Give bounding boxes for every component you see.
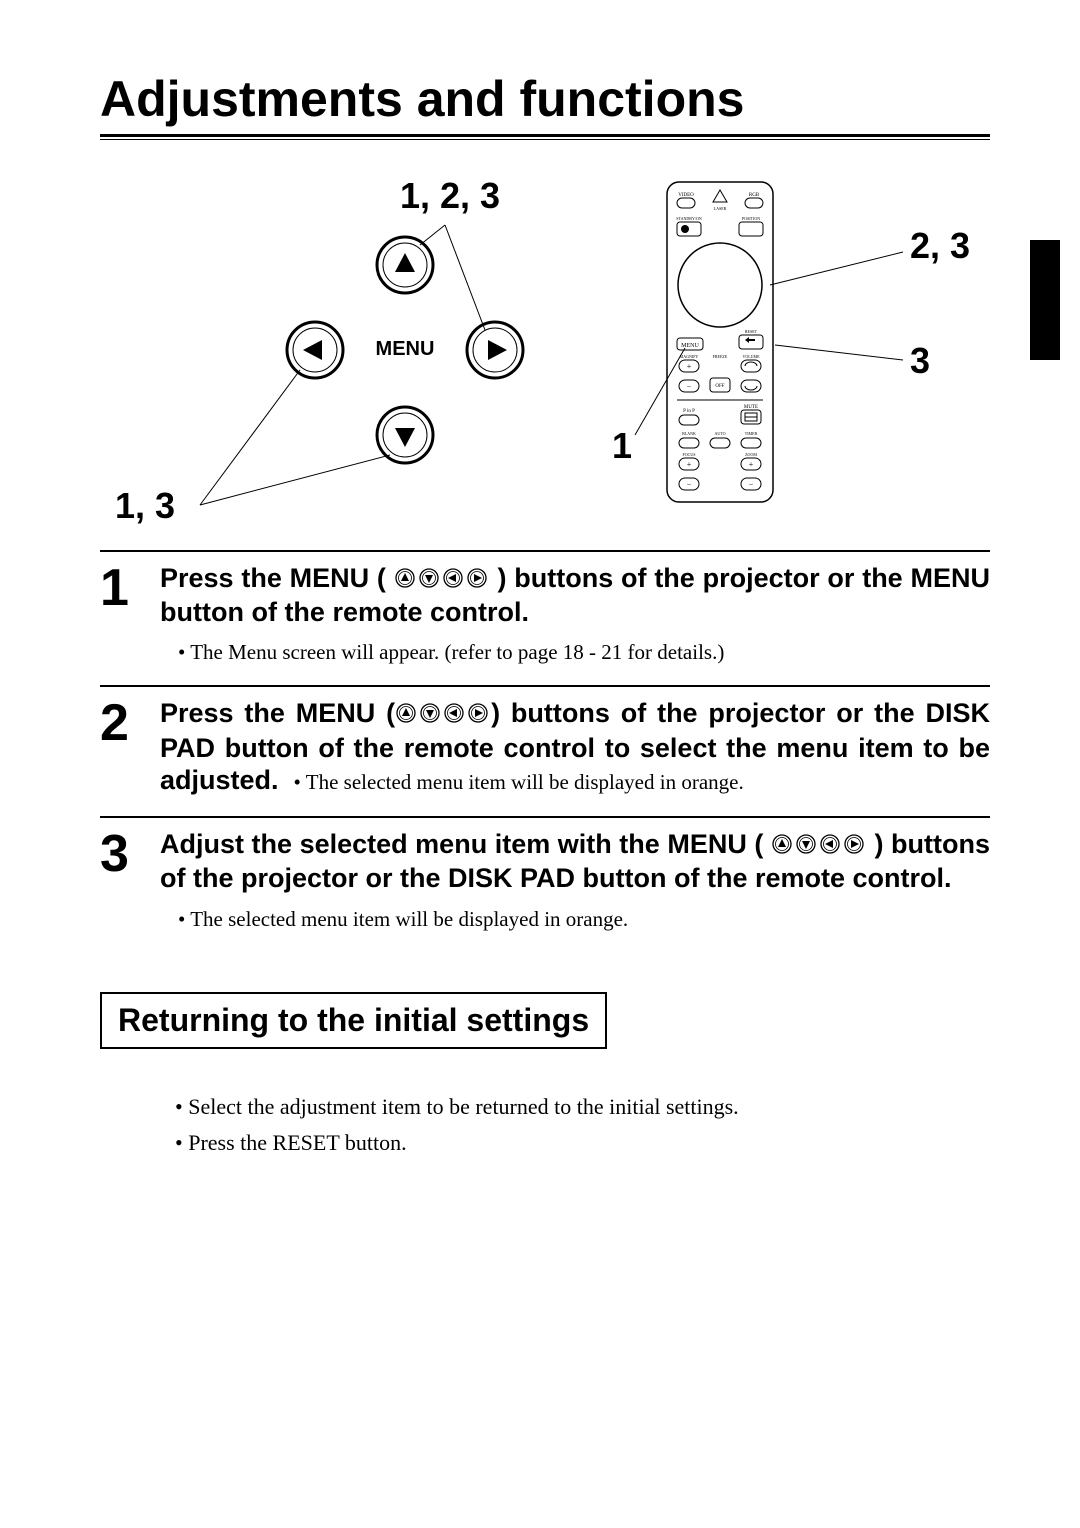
step-head-a: Adjust the selected menu item with the M… bbox=[160, 829, 763, 859]
diagram-label-top: 1, 2, 3 bbox=[400, 175, 500, 217]
leader-lines-left bbox=[100, 170, 600, 530]
step-number: 1 bbox=[100, 558, 160, 614]
returning-title: Returning to the initial settings bbox=[100, 992, 607, 1049]
step-sub: • The selected menu item will be display… bbox=[178, 907, 990, 932]
diagram-label-remote-1: 1 bbox=[612, 425, 632, 467]
returning-list: • Select the adjustment item to be retur… bbox=[175, 1094, 990, 1156]
step-sub: • The Menu screen will appear. (refer to… bbox=[178, 640, 990, 665]
step-3: 3 Adjust the selected menu item with the… bbox=[100, 816, 990, 931]
returning-item: • Press the RESET button. bbox=[175, 1130, 990, 1156]
diagram-label-right-top: 2, 3 bbox=[910, 225, 970, 267]
step-sub-inline: • The selected menu item will be display… bbox=[294, 770, 744, 794]
leader-lines-right bbox=[580, 170, 960, 530]
page-title: Adjustments and functions bbox=[100, 70, 990, 128]
step-heading: Adjust the selected menu item with the M… bbox=[160, 828, 990, 894]
step-heading: Press the MENU ( ) buttons of the projec… bbox=[160, 562, 990, 628]
step-number: 3 bbox=[100, 824, 160, 880]
direction-icons bbox=[394, 564, 490, 596]
returning-section: Returning to the initial settings • Sele… bbox=[100, 992, 990, 1156]
direction-icons bbox=[771, 830, 867, 862]
direction-icons bbox=[395, 699, 491, 731]
step-number: 2 bbox=[100, 693, 160, 749]
step-heading: Press the MENU ( ) buttons of the projec… bbox=[160, 697, 990, 796]
step-rule bbox=[100, 816, 990, 818]
returning-item: • Select the adjustment item to be retur… bbox=[175, 1094, 990, 1120]
step-rule bbox=[100, 550, 990, 552]
diagram-area: MENU bbox=[100, 170, 990, 530]
diagram-label-bottom-left: 1, 3 bbox=[115, 485, 175, 527]
step-rule bbox=[100, 685, 990, 687]
diagram-label-right-mid: 3 bbox=[910, 340, 930, 382]
side-tab bbox=[1030, 240, 1060, 360]
step-2: 2 Press the MENU ( ) buttons of the proj… bbox=[100, 685, 990, 796]
step-1: 1 Press the MENU ( ) buttons of the proj… bbox=[100, 550, 990, 665]
step-head-a: Press the MENU ( bbox=[160, 698, 395, 728]
step-head-a: Press the MENU ( bbox=[160, 563, 386, 593]
title-rule-thin bbox=[100, 139, 990, 140]
title-rule-thick bbox=[100, 134, 990, 137]
